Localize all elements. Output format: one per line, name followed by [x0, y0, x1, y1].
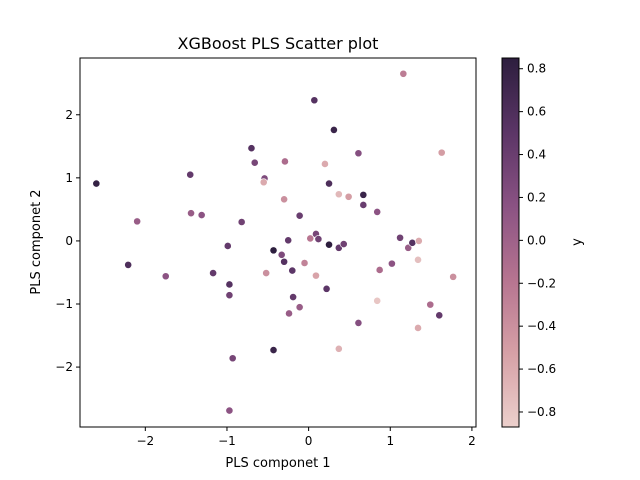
scatter-point: [354, 319, 363, 327]
chart-title: XGBoost PLS Scatter plot: [178, 34, 379, 53]
x-tick-label: −1: [218, 434, 236, 448]
scatter-point: [408, 238, 417, 247]
scatter-point: [289, 293, 298, 301]
scatter-point: [209, 269, 217, 277]
scatter-point: [269, 346, 278, 354]
colorbar-label: y: [570, 238, 585, 246]
scatter-point: [334, 344, 343, 353]
x-tick-label: 1: [386, 434, 394, 448]
scatter-point: [344, 192, 353, 201]
scatter-point: [284, 236, 293, 245]
scatter-point: [225, 291, 234, 300]
x-tick-label: 2: [468, 434, 476, 448]
scatter-point: [288, 266, 297, 275]
scatter-point: [280, 257, 289, 266]
scatter-point: [225, 406, 234, 415]
scatter-point: [280, 195, 289, 204]
scatter-point: [325, 240, 333, 249]
scatter-point: [359, 190, 368, 199]
scatter-point: [237, 218, 246, 226]
scatter-point: [306, 234, 315, 243]
scatter-point: [223, 242, 232, 250]
scatter-point: [334, 190, 343, 199]
y-tick-label: 2: [65, 108, 73, 122]
colorbar-tick-label: 0.0: [527, 233, 546, 247]
scatter-point: [228, 354, 237, 363]
scatter-point: [426, 300, 435, 309]
colorbar-tick-label: −0.4: [527, 319, 556, 333]
scatter-point: [354, 149, 363, 158]
plot-area-frame: [79, 57, 477, 428]
scatter-point: [269, 246, 278, 255]
colorbar-tick-label: 0.4: [527, 148, 546, 162]
scatter-point: [414, 255, 422, 264]
scatter-point: [225, 280, 234, 289]
x-axis-label: PLS componet 1: [225, 456, 330, 471]
colorbar-tick-label: 0.6: [527, 105, 546, 119]
colorbar-tick-label: 0.2: [527, 190, 546, 204]
scatter-point: [281, 157, 289, 166]
scatter-point: [388, 259, 396, 268]
scatter-point: [277, 250, 286, 259]
scatter-point: [437, 148, 446, 157]
scatter-point: [414, 324, 422, 332]
scatter-point: [339, 240, 348, 248]
scatter-point: [449, 272, 458, 281]
scatter-point: [404, 243, 413, 252]
scatter-point: [330, 126, 338, 134]
scatter-point: [314, 235, 323, 243]
scatter-point: [321, 160, 329, 168]
scatter-point: [322, 284, 331, 293]
scatter-point: [312, 271, 320, 280]
x-tick-label: 0: [305, 434, 313, 448]
scatter-point: [161, 272, 170, 281]
scatter-point: [435, 311, 444, 320]
scatter-point: [259, 178, 268, 187]
scatter-point: [197, 211, 206, 219]
y-axis-ticks: −2 −1 0 1 2: [55, 108, 80, 374]
colorbar-gradient: [502, 58, 519, 427]
scatter-point: [373, 296, 382, 305]
colorbar-tick-label: −0.6: [527, 362, 556, 376]
scatter-point: [133, 217, 142, 226]
colorbar-ticks: −0.8 −0.6 −0.4 −0.2 0.0 0.2 0.4 0.6 0.8: [519, 62, 556, 419]
scatter-point: [325, 179, 333, 188]
scatter-point: [250, 158, 259, 167]
scatter-point: [373, 208, 382, 216]
colorbar-tick-label: −0.2: [527, 276, 556, 290]
scatter-point: [124, 260, 133, 269]
scatter-point: [247, 144, 256, 153]
scatter-point: [186, 170, 195, 179]
scatter-point: [399, 69, 408, 78]
y-tick-label: 1: [65, 171, 73, 185]
scatter-point: [310, 96, 319, 105]
scatter-point: [359, 201, 368, 209]
x-tick-label: −2: [136, 434, 154, 448]
scatter-point: [285, 309, 293, 318]
scatter-point: [300, 259, 309, 267]
colorbar-tick-label: 0.8: [527, 62, 546, 76]
scatter-point: [414, 237, 423, 245]
scatter-point: [295, 211, 304, 220]
x-axis-ticks: −2 −1 0 1 2: [136, 427, 476, 448]
colorbar-tick-label: −0.8: [527, 405, 556, 419]
colorbar-frame: [501, 57, 520, 428]
y-tick-label: −2: [55, 360, 73, 374]
scatter-point: [375, 266, 384, 274]
scatter-point: [295, 303, 304, 312]
y-axis-label: PLS componet 2: [29, 189, 44, 294]
y-tick-label: 0: [65, 234, 73, 248]
scatter-points: [92, 69, 458, 415]
scatter-point: [187, 209, 195, 218]
scatter-point: [396, 233, 404, 242]
y-tick-label: −1: [55, 297, 73, 311]
scatter-point: [262, 269, 271, 277]
scatter-point: [92, 179, 101, 188]
